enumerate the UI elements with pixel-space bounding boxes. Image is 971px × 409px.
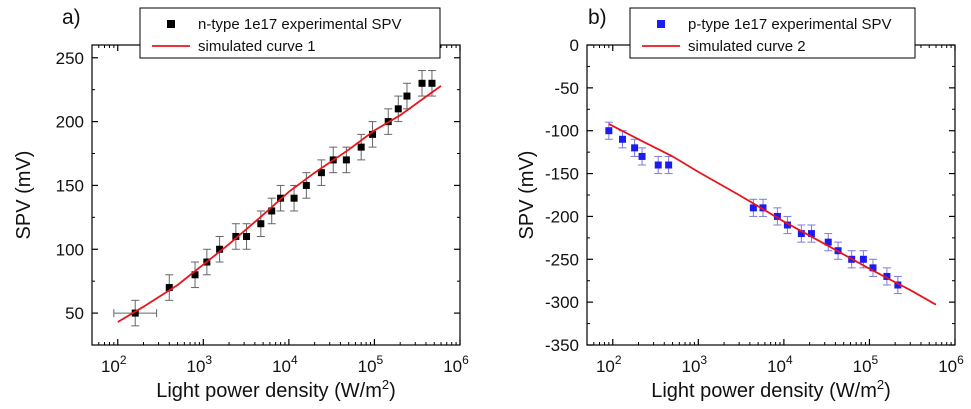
chart-b-panel-label: b) <box>588 6 607 29</box>
chart-b-data-point <box>619 135 627 143</box>
chart-b-data-point <box>783 221 791 229</box>
chart-b-xlabel: Light power density (W/m2) <box>651 377 891 402</box>
chart-b-data-point <box>749 204 757 212</box>
chart-b-data-point <box>894 281 902 289</box>
chart-b-ytick-label: -50 <box>554 79 579 98</box>
chart-b-data-point <box>631 144 639 152</box>
chart-b-simulated-curve <box>608 123 937 306</box>
chart-a-data-point <box>342 156 350 164</box>
chart-a-ytick-label: 250 <box>56 49 84 68</box>
chart-b-ytick-label: -150 <box>545 165 579 184</box>
chart-b-data-point <box>824 238 832 246</box>
chart-a-data-point <box>418 79 426 87</box>
chart-a-xtick-label: 105 <box>358 353 384 376</box>
chart-b-data-point <box>869 264 877 272</box>
chart-a-ytick-label: 200 <box>56 113 84 132</box>
chart-a-data-point <box>131 309 139 317</box>
chart-a-data-point <box>232 232 240 240</box>
chart-b-legend <box>629 7 916 59</box>
chart-a-data-point <box>403 92 411 100</box>
chart-b-legend-marker-swatch <box>657 20 665 28</box>
chart-a-data-point <box>290 194 298 202</box>
chart-panel-0: a) 50 100 150 200 250 102 103 104 105 106 SPV (mV) L… <box>13 6 469 402</box>
chart-b-data-point <box>654 161 662 169</box>
chart-b-ylabel: SPV (mV) <box>516 151 538 240</box>
chart-b-data-point <box>665 161 673 169</box>
chart-b-ytick-label: -100 <box>545 122 579 141</box>
chart-b-xtick-label: 102 <box>596 353 622 376</box>
chart-a-data-point <box>268 207 276 215</box>
chart-a-data-point <box>191 271 199 279</box>
chart-b-ytick-label: -350 <box>545 336 579 355</box>
chart-a-data-point <box>394 105 402 113</box>
chart-b-ytick-label: -200 <box>545 207 579 226</box>
chart-a-ytick-label: 100 <box>56 240 84 259</box>
chart-b-data-point <box>605 127 613 135</box>
chart-a-plot-frame <box>91 44 461 346</box>
chart-a-data-point <box>257 220 265 228</box>
chart-a-data-point <box>165 284 173 292</box>
chart-b-xtick-label: 106 <box>938 353 964 376</box>
chart-a-data-point <box>317 169 325 177</box>
chart-a-data-point <box>369 130 377 138</box>
chart-b-xtick-label: 103 <box>682 353 708 376</box>
chart-b-data-point <box>638 152 646 160</box>
chart-a-legend-marker-swatch <box>167 20 175 28</box>
chart-b-xtick-label: 104 <box>767 353 793 376</box>
chart-a-xtick-label: 102 <box>101 353 127 376</box>
chart-a-data-point <box>216 245 224 253</box>
chart-b-data-point <box>773 212 781 220</box>
chart-b-ytick-label: -250 <box>545 250 579 269</box>
chart-a-data-point <box>357 143 365 151</box>
chart-a-legend-label: simulated curve 1 <box>198 38 316 55</box>
chart-panel-1: b) 0 -50 -100 -150 -200 -250 -300 -350 102 103 104 1… <box>516 6 964 402</box>
chart-a-ylabel: SPV (mV) <box>13 151 35 240</box>
chart-b-data-point <box>883 272 891 280</box>
chart-b-data-point <box>859 255 867 263</box>
chart-a-legend <box>139 7 441 59</box>
chart-b-ytick-label: -300 <box>545 293 579 312</box>
chart-b-data-point <box>807 230 815 238</box>
chart-a-xtick-label: 106 <box>443 353 469 376</box>
chart-a-panel-label: a) <box>62 6 81 29</box>
chart-b-legend-label: simulated curve 2 <box>688 38 806 55</box>
chart-a-data-point <box>243 232 251 240</box>
chart-b-legend-label: p-type 1e17 experimental SPV <box>688 16 891 33</box>
chart-a-xtick-label: 104 <box>272 353 298 376</box>
chart-a-data-point <box>302 181 310 189</box>
chart-a-xtick-label: 103 <box>187 353 213 376</box>
chart-b-xtick-label: 105 <box>853 353 879 376</box>
chart-a-xlabel: Light power density (W/m2) <box>156 377 396 402</box>
chart-a-legend-label: n-type 1e17 experimental SPV <box>198 16 401 33</box>
chart-a-data-point <box>428 79 436 87</box>
chart-b-data-point <box>797 230 805 238</box>
chart-a-ytick-label: 50 <box>65 304 84 323</box>
chart-b-data-point <box>759 204 767 212</box>
chart-a-ytick-label: 150 <box>56 176 84 195</box>
chart-a-simulated-curve <box>117 85 442 323</box>
chart-b-ytick-label: 0 <box>570 36 579 55</box>
chart-b-plot-frame <box>586 44 956 346</box>
